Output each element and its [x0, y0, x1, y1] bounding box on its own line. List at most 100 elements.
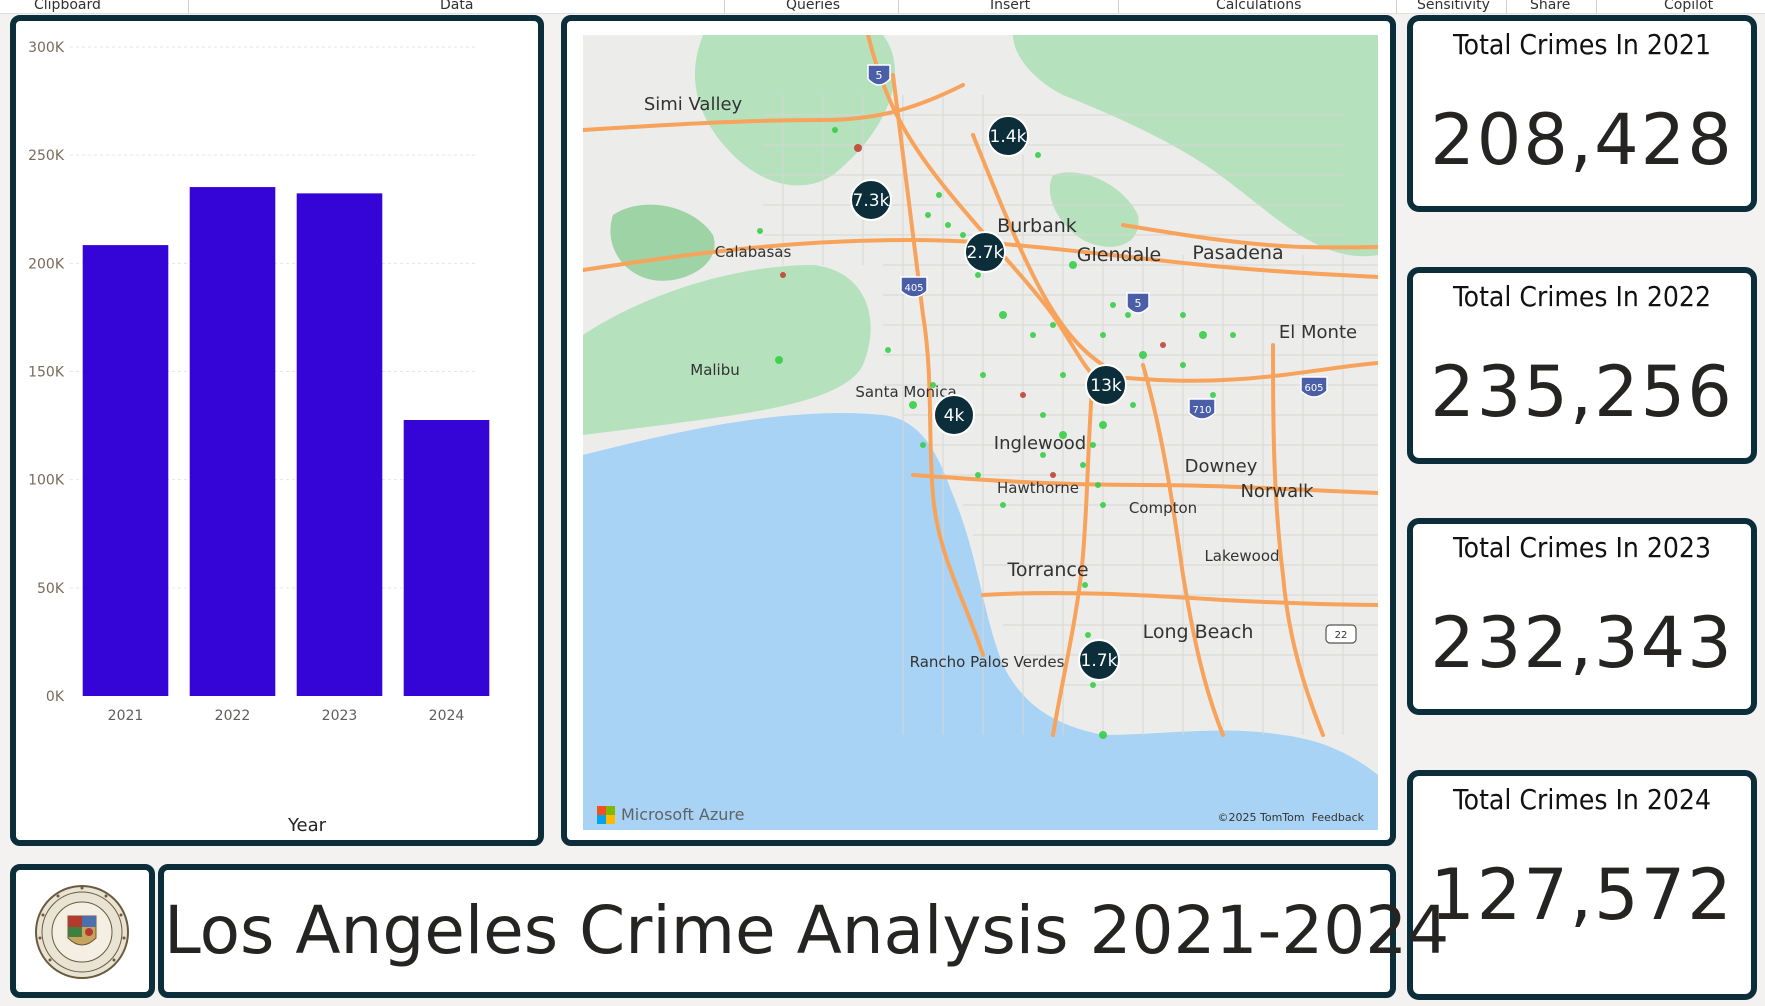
crime-point [1050, 472, 1056, 478]
crime-point [775, 356, 783, 364]
place-label: Downey [1185, 456, 1258, 477]
place-label: Malibu [690, 361, 740, 379]
crime-point [960, 232, 966, 238]
svg-text:5: 5 [876, 69, 883, 82]
city-seal-panel [10, 864, 155, 998]
crime-point [1090, 682, 1096, 688]
y-tick-label: 100K [28, 473, 65, 489]
y-tick-label: 0K [46, 689, 65, 705]
y-tick-label: 250K [28, 148, 65, 164]
crime-cluster-marker[interactable]: 1.4k [987, 115, 1029, 157]
crime-point [999, 311, 1007, 319]
ribbon-separator [188, 0, 189, 13]
place-label: El Monte [1279, 322, 1357, 343]
crime-point [1139, 351, 1147, 359]
ribbon-group-copilot[interactable]: Copilot [1664, 0, 1714, 13]
kpi-card-2023[interactable]: Total Crimes In 2023 232,343 [1407, 518, 1757, 715]
kpi-card-2022[interactable]: Total Crimes In 2022 235,256 [1407, 267, 1757, 464]
bar-2022[interactable] [189, 187, 276, 696]
highway-shields: 5 405 5 710 605 22 [867, 64, 1357, 644]
crime-cluster-marker[interactable]: 7.3k [850, 179, 892, 221]
svg-text:22: 22 [1335, 630, 1348, 641]
crime-cluster-marker[interactable]: 13k [1085, 364, 1127, 406]
crime-point [1059, 431, 1067, 439]
bar-2021[interactable] [82, 245, 169, 696]
kpi-value: 208,428 [1430, 99, 1734, 181]
x-tick-label: 2023 [322, 708, 358, 724]
kpi-title: Total Crimes In 2023 [1453, 531, 1711, 564]
map-provider-logo: Microsoft Azure [597, 805, 744, 824]
cluster-count-label: 1.4k [990, 127, 1027, 147]
kpi-title: Total Crimes In 2022 [1453, 280, 1711, 313]
ribbon-group-insert[interactable]: Insert [990, 0, 1031, 13]
crimes-by-year-chart-panel[interactable]: 0K 50K 100K 150K 200K 250K 300K 2021 2022 2023 20… [10, 15, 544, 846]
ribbon-group-share[interactable]: Share [1530, 0, 1571, 13]
place-label: Glendale [1077, 244, 1161, 266]
crime-point [975, 272, 981, 278]
report-title: Los Angeles Crime Analysis 2021-2024 [164, 892, 1450, 969]
crime-point [1099, 421, 1107, 429]
kpi-card-2021[interactable]: Total Crimes In 2021 208,428 [1407, 15, 1757, 212]
cluster-count-label: 4k [944, 406, 965, 426]
svg-text:405: 405 [904, 283, 923, 294]
place-label: Inglewood [994, 433, 1086, 454]
crime-point [1035, 152, 1041, 158]
crime-point [757, 228, 763, 234]
crime-point [1095, 482, 1101, 488]
crime-cluster-marker[interactable]: 4k [933, 394, 975, 436]
crime-point [1160, 342, 1166, 348]
cluster-count-label: 1.7k [1081, 651, 1118, 671]
ribbon-group-queries[interactable]: Queries [786, 0, 841, 13]
crime-point [1085, 632, 1091, 638]
ribbon-group-sensitivity[interactable]: Sensitivity [1417, 0, 1490, 13]
y-tick-label: 150K [28, 365, 65, 381]
crime-point [1100, 502, 1106, 508]
crime-point [975, 472, 981, 478]
crime-cluster-marker[interactable]: 1.7k [1078, 639, 1120, 681]
crime-point [930, 382, 936, 388]
crimes-by-year-bar-chart[interactable]: 0K 50K 100K 150K 200K 250K 300K 2021 2022 2023 20… [16, 21, 538, 840]
crime-point [1000, 502, 1006, 508]
crime-point [1210, 392, 1216, 398]
street-grid [763, 95, 1378, 735]
report-title-panel: Los Angeles Crime Analysis 2021-2024 [158, 864, 1450, 998]
crime-point [980, 372, 986, 378]
kpi-card-2024[interactable]: Total Crimes In 2024 127,572 [1407, 770, 1757, 1000]
crime-point [1110, 302, 1116, 308]
place-label: Compton [1129, 499, 1197, 517]
crime-point [1040, 412, 1046, 418]
crime-map-panel[interactable]: 5 405 5 710 605 22 Simi Valley Burbank G… [561, 15, 1396, 846]
crime-point [1230, 332, 1236, 338]
angeles-forest-area [1013, 35, 1378, 257]
crime-point [936, 192, 942, 198]
crime-point [885, 347, 891, 353]
crime-clusters[interactable]: 1.4k 7.3k 2.7k 13k 4k 1.7k [850, 115, 1127, 681]
crime-point [1090, 442, 1096, 448]
ribbon-group-data[interactable]: Data [440, 0, 474, 13]
ribbon-group-calculations[interactable]: Calculations [1216, 0, 1302, 13]
ribbon-group-clipboard[interactable]: Clipboard [34, 0, 101, 13]
pacific-ocean [583, 413, 1378, 830]
x-tick-label: 2022 [215, 708, 251, 724]
bar-2024[interactable] [403, 420, 490, 696]
map-attribution: ©2025 TomTom Feedback [1218, 811, 1364, 824]
y-tick-label: 200K [28, 256, 65, 272]
map-provider-name: Microsoft Azure [621, 805, 745, 824]
crime-point [1180, 312, 1186, 318]
svg-text:710: 710 [1192, 405, 1211, 416]
cluster-count-label: 2.7k [967, 243, 1004, 263]
crime-point [945, 222, 951, 228]
kpi-value: 127,572 [1430, 854, 1734, 936]
crime-map[interactable]: 5 405 5 710 605 22 Simi Valley Burbank G… [583, 35, 1378, 830]
bar-2023[interactable] [296, 193, 383, 697]
crime-point [1020, 392, 1026, 398]
crime-cluster-marker[interactable]: 2.7k [964, 231, 1006, 273]
map-feedback-link[interactable]: Feedback [1311, 811, 1364, 824]
crime-point [1125, 312, 1131, 318]
y-tick-label: 300K [28, 40, 65, 56]
place-label: Long Beach [1143, 621, 1254, 643]
place-label: Lakewood [1204, 547, 1279, 565]
microsoft-logo-icon [597, 805, 615, 824]
crime-point [1099, 731, 1107, 739]
kpi-value: 232,343 [1430, 602, 1734, 684]
